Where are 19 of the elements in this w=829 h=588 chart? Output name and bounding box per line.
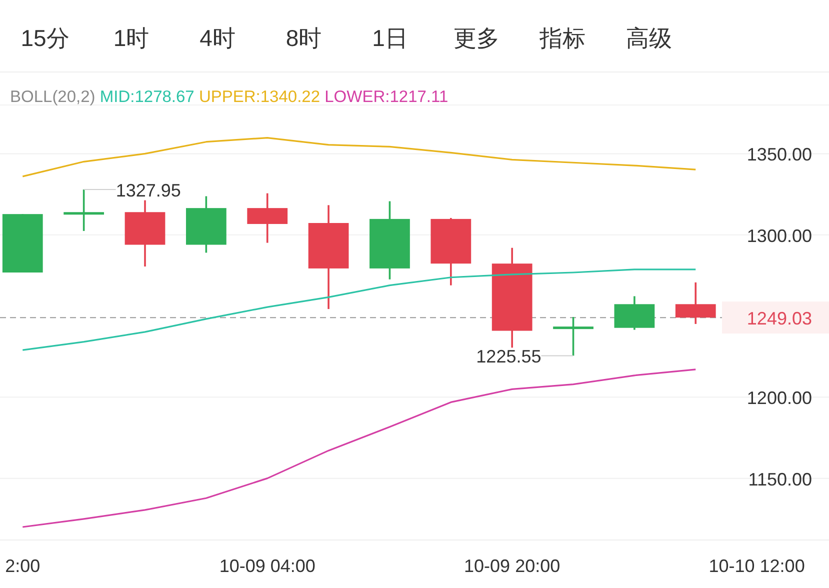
x-tick-label: 10-09 04:00 [219,556,316,576]
x-tick-label: 10-10 12:00 [708,556,805,576]
text: LOWER:1217.11 [324,88,448,106]
line-series [22,368,696,528]
ref-line-label: 1249.03 [746,308,812,329]
x-tick-label: 2:00 [5,556,40,576]
y-tick-label: 1350.00 [746,144,812,165]
toolbar: 15分 1时 4时 8时 1日 更多 指标 高级 [0,25,829,72]
annotation: 1225.55 [476,346,542,367]
y-tick-label: 1200.00 [746,388,812,408]
y-tick-label: 1150.00 [748,469,812,490]
line-series [22,268,696,351]
line-series [22,136,696,178]
y-tick-label: 1300.00 [746,226,812,246]
annotation: 1327.95 [116,180,181,200]
legend-title: BOLL(20,2) [10,88,100,106]
text: MID:1278.67 [100,88,199,106]
text: UPPER:1340.22 [198,88,325,106]
x-tick-label: 10-09 20:00 [464,556,560,576]
